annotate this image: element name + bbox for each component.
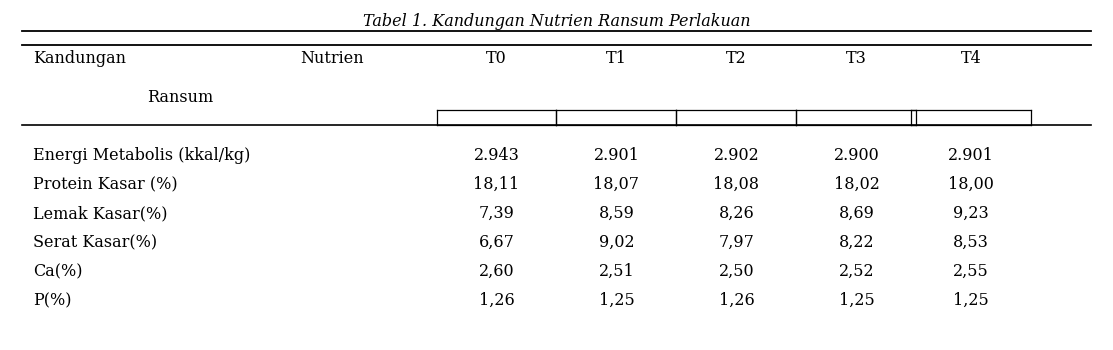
Text: 9,23: 9,23 [953, 205, 988, 222]
Text: 2.902: 2.902 [713, 147, 759, 164]
Text: 8,26: 8,26 [719, 205, 755, 222]
Text: Lemak Kasar(%): Lemak Kasar(%) [33, 205, 167, 222]
Text: 1,25: 1,25 [838, 292, 875, 309]
Text: 2,50: 2,50 [719, 263, 755, 280]
Text: 18,00: 18,00 [948, 176, 994, 193]
Text: 7,97: 7,97 [719, 234, 755, 251]
Text: Ca(%): Ca(%) [33, 263, 82, 280]
Text: 8,69: 8,69 [838, 205, 875, 222]
Text: 8,59: 8,59 [599, 205, 634, 222]
Text: T0: T0 [486, 50, 506, 67]
Text: 2,55: 2,55 [953, 263, 988, 280]
Text: Protein Kasar (%): Protein Kasar (%) [33, 176, 178, 193]
Text: T1: T1 [607, 50, 627, 67]
Text: Tabel 1. Kandungan Nutrien Ransum Perlakuan: Tabel 1. Kandungan Nutrien Ransum Perlak… [363, 13, 750, 30]
Text: 8,22: 8,22 [838, 234, 875, 251]
Text: 2.901: 2.901 [948, 147, 994, 164]
Text: 18,08: 18,08 [713, 176, 759, 193]
Text: T4: T4 [961, 50, 982, 67]
Text: 2,51: 2,51 [599, 263, 634, 280]
Text: Energi Metabolis (kkal/kg): Energi Metabolis (kkal/kg) [33, 147, 250, 164]
Text: 18,02: 18,02 [834, 176, 879, 193]
Text: Serat Kasar(%): Serat Kasar(%) [33, 234, 157, 251]
Text: 1,25: 1,25 [599, 292, 634, 309]
Text: 1,26: 1,26 [719, 292, 755, 309]
Text: 1,26: 1,26 [479, 292, 514, 309]
Text: 8,53: 8,53 [953, 234, 989, 251]
Text: 2,52: 2,52 [838, 263, 875, 280]
Text: T2: T2 [726, 50, 747, 67]
Text: 6,67: 6,67 [479, 234, 514, 251]
Text: 2.901: 2.901 [593, 147, 640, 164]
Text: 18,11: 18,11 [473, 176, 520, 193]
Text: 7,39: 7,39 [479, 205, 514, 222]
Text: Nutrien: Nutrien [301, 50, 364, 67]
Text: Ransum: Ransum [147, 89, 214, 106]
Text: 9,02: 9,02 [599, 234, 634, 251]
Text: 18,07: 18,07 [593, 176, 640, 193]
Text: Kandungan: Kandungan [33, 50, 126, 67]
Text: 1,25: 1,25 [953, 292, 988, 309]
Text: P(%): P(%) [33, 292, 71, 309]
Text: T3: T3 [846, 50, 867, 67]
Text: 2.900: 2.900 [834, 147, 879, 164]
Text: 2,60: 2,60 [479, 263, 514, 280]
Text: 2.943: 2.943 [473, 147, 520, 164]
